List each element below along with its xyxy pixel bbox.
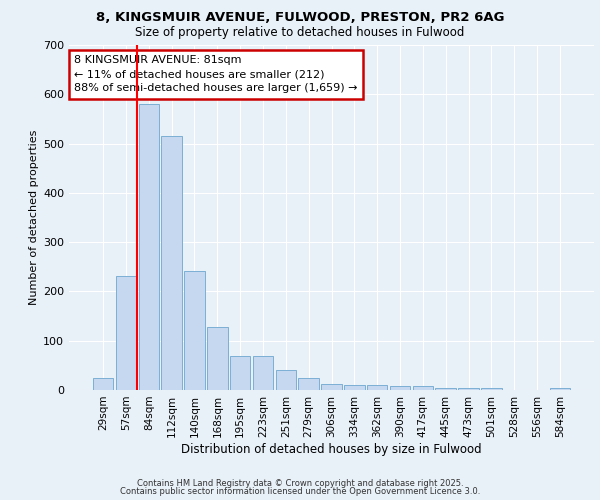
Bar	[550, 388, 570, 390]
Bar	[161, 136, 182, 390]
Text: 8 KINGSMUIR AVENUE: 81sqm
← 11% of detached houses are smaller (212)
88% of semi: 8 KINGSMUIR AVENUE: 81sqm ← 11% of detac…	[74, 56, 358, 94]
Bar	[253, 356, 273, 390]
Bar	[93, 378, 113, 390]
Bar	[275, 370, 296, 390]
Bar	[321, 384, 342, 390]
Bar	[390, 386, 410, 390]
Y-axis label: Number of detached properties: Number of detached properties	[29, 130, 39, 305]
Bar	[139, 104, 159, 390]
Bar	[344, 385, 365, 390]
X-axis label: Distribution of detached houses by size in Fulwood: Distribution of detached houses by size …	[181, 442, 482, 456]
Bar	[367, 385, 388, 390]
Text: Contains HM Land Registry data © Crown copyright and database right 2025.: Contains HM Land Registry data © Crown c…	[137, 478, 463, 488]
Bar	[298, 378, 319, 390]
Text: Contains public sector information licensed under the Open Government Licence 3.: Contains public sector information licen…	[120, 487, 480, 496]
Bar	[436, 388, 456, 390]
Bar	[458, 388, 479, 390]
Bar	[481, 388, 502, 390]
Bar	[230, 356, 250, 390]
Bar	[116, 276, 136, 390]
Bar	[184, 270, 205, 390]
Bar	[413, 386, 433, 390]
Text: Size of property relative to detached houses in Fulwood: Size of property relative to detached ho…	[136, 26, 464, 39]
Bar	[207, 328, 227, 390]
Text: 8, KINGSMUIR AVENUE, FULWOOD, PRESTON, PR2 6AG: 8, KINGSMUIR AVENUE, FULWOOD, PRESTON, P…	[96, 11, 504, 24]
